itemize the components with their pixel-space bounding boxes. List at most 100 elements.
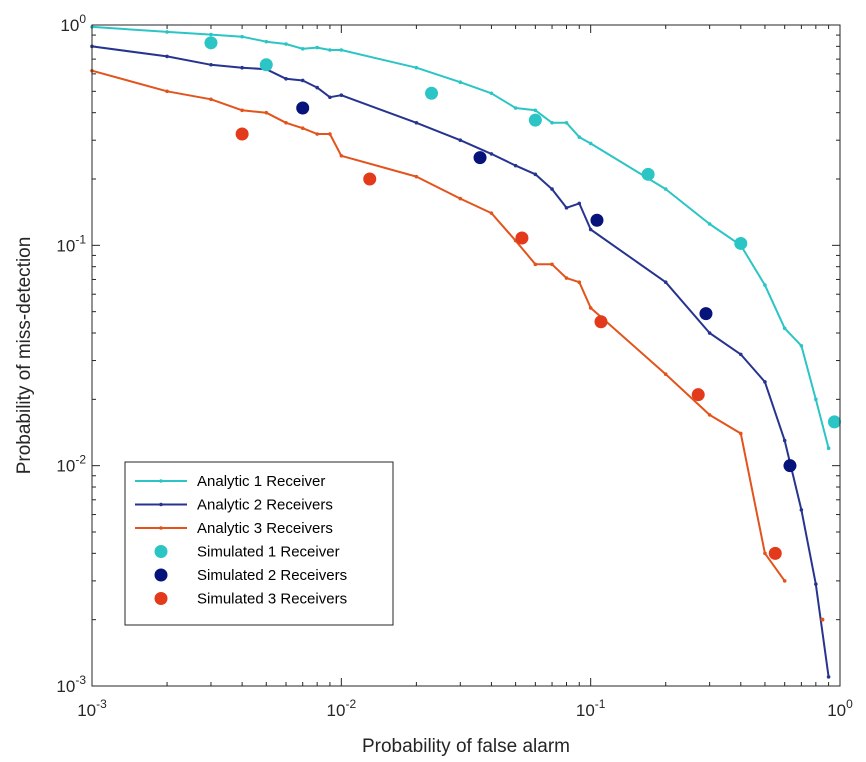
data-point-analytic-1-receiver <box>300 46 305 51</box>
legend-label: Simulated 3 Receivers <box>197 591 347 608</box>
data-point-analytic-1-receiver <box>264 39 269 44</box>
data-point-analytic-2-receivers <box>240 65 244 70</box>
legend-swatch <box>154 568 168 582</box>
x-tick-label: 100 <box>827 697 853 720</box>
legend-entry-analytic-3-receivers: Analytic 3 Receivers <box>135 520 333 537</box>
data-point-analytic-1-receiver <box>339 48 344 52</box>
data-point-analytic-3-receivers <box>458 196 463 201</box>
y-tick-label: 10-1 <box>56 232 86 255</box>
legend-swatch-dot <box>159 526 163 530</box>
marker-simulated-3-receivers <box>515 231 529 245</box>
data-point-analytic-3-receivers <box>315 132 319 136</box>
marker-simulated-2-receivers <box>590 213 604 227</box>
legend-label: Simulated 1 Receiver <box>197 544 340 561</box>
marker-simulated-2-receivers <box>296 101 310 115</box>
marker-simulated-3-receivers <box>768 546 782 560</box>
marker-simulated-1-receiver <box>734 236 748 250</box>
data-point-analytic-3-receivers <box>782 579 787 583</box>
data-point-analytic-1-receiver <box>240 34 244 39</box>
tick-labels: 10-3 10-2 10-1 100 10-3 10-2 10-1 100 <box>56 12 853 720</box>
data-point-analytic-2-receivers <box>577 201 582 206</box>
data-point-analytic-1-receiver <box>588 141 593 146</box>
data-point-analytic-3-receivers <box>663 372 668 377</box>
data-point-analytic-1-receiver <box>799 343 804 348</box>
data-point-analytic-2-receivers <box>165 54 169 59</box>
data-point-analytic-2-receivers <box>782 438 787 443</box>
data-point-analytic-3-receivers <box>414 174 419 179</box>
x-tick-label: 10-1 <box>576 697 606 720</box>
data-point-analytic-2-receivers <box>300 78 305 83</box>
data-point-analytic-2-receivers <box>315 85 319 90</box>
x-tick-label: 10-3 <box>77 697 107 720</box>
marker-simulated-2-receivers <box>783 459 797 473</box>
data-point-analytic-3-receivers <box>707 413 712 417</box>
data-point-analytic-1-receiver <box>533 108 538 113</box>
legend-swatch <box>154 592 168 605</box>
plot-border <box>91 24 841 687</box>
y-tick-label: 10-3 <box>56 673 86 696</box>
data-point-analytic-1-receiver <box>763 283 767 287</box>
data-point-analytic-1-receiver <box>414 65 419 70</box>
legend-label: Analytic 1 Receiver <box>197 473 325 490</box>
data-point-analytic-1-receiver <box>315 45 319 50</box>
data-point-analytic-2-receivers <box>814 582 818 586</box>
data-point-analytic-1-receiver <box>564 120 569 125</box>
marker-simulated-2-receivers <box>699 307 713 321</box>
data-point-analytic-2-receivers <box>414 120 419 125</box>
data-point-analytic-2-receivers <box>707 331 712 335</box>
data-point-analytic-3-receivers <box>264 110 269 115</box>
data-point-analytic-3-receivers <box>339 153 344 158</box>
data-point-analytic-1-receiver <box>328 48 332 52</box>
legend-swatch-dot <box>159 479 163 483</box>
legend: Analytic 1 Receiver Analytic 2 Receivers A… <box>124 461 394 626</box>
data-point-analytic-3-receivers <box>240 108 244 113</box>
data-point-analytic-1-receiver <box>814 397 818 402</box>
data-point-analytic-3-receivers <box>165 89 169 94</box>
data-point-analytic-3-receivers <box>550 262 554 267</box>
marker-simulated-1-receiver <box>425 86 439 100</box>
data-point-analytic-2-receivers <box>738 352 743 357</box>
data-point-analytic-3-receivers <box>300 126 305 131</box>
legend-label: Analytic 3 Receivers <box>197 520 333 537</box>
data-point-analytic-2-receivers <box>328 95 332 100</box>
data-point-analytic-2-receivers <box>564 206 569 210</box>
data-point-analytic-2-receivers <box>284 76 288 81</box>
data-point-analytic-2-receivers <box>826 675 831 679</box>
data-point-analytic-2-receivers <box>458 138 463 143</box>
series-markers <box>204 36 841 560</box>
legend-entry-simulated-2-receivers: Simulated 2 Receivers <box>154 567 347 584</box>
data-point-analytic-1-receiver <box>707 222 712 226</box>
marker-simulated-2-receivers <box>473 151 487 165</box>
data-point-analytic-2-receivers <box>763 380 767 384</box>
stray-data-point <box>820 617 825 622</box>
legend-entry-simulated-1-receiver: Simulated 1 Receiver <box>154 544 340 561</box>
data-point-analytic-2-receivers <box>588 227 593 232</box>
legend-box <box>124 461 394 626</box>
data-point-analytic-1-receiver <box>826 446 831 451</box>
data-point-analytic-1-receiver <box>663 187 668 191</box>
y-tick-label: 100 <box>60 12 86 35</box>
legend-entry-simulated-3-receivers: Simulated 3 Receivers <box>154 591 347 608</box>
marker-simulated-3-receivers <box>363 172 377 186</box>
y-axis-label: Probability of miss-detection <box>14 237 35 475</box>
legend-entries: Analytic 1 Receiver Analytic 2 Receivers A… <box>135 473 347 608</box>
series-lines <box>90 25 831 679</box>
data-point-analytic-3-receivers <box>489 211 494 215</box>
data-point-analytic-3-receivers <box>577 280 582 285</box>
data-point-analytic-1-receiver <box>165 30 169 34</box>
data-point-analytic-2-receivers <box>533 172 538 177</box>
legend-label: Simulated 2 Receivers <box>197 567 347 584</box>
data-point-analytic-3-receivers <box>284 120 288 125</box>
data-point-analytic-3-receivers <box>763 551 767 556</box>
data-point-analytic-1-receiver <box>782 326 787 331</box>
marker-simulated-3-receivers <box>235 127 249 141</box>
data-point-analytic-1-receiver <box>209 32 213 37</box>
data-point-analytic-3-receivers <box>209 97 213 102</box>
data-point-analytic-3-receivers <box>588 306 593 310</box>
data-point-analytic-2-receivers <box>799 508 804 512</box>
series-line-analytic-3-receivers <box>91 69 786 582</box>
marker-simulated-3-receivers <box>691 388 705 402</box>
data-point-analytic-2-receivers <box>339 93 344 98</box>
marker-simulated-1-receiver <box>641 167 655 181</box>
